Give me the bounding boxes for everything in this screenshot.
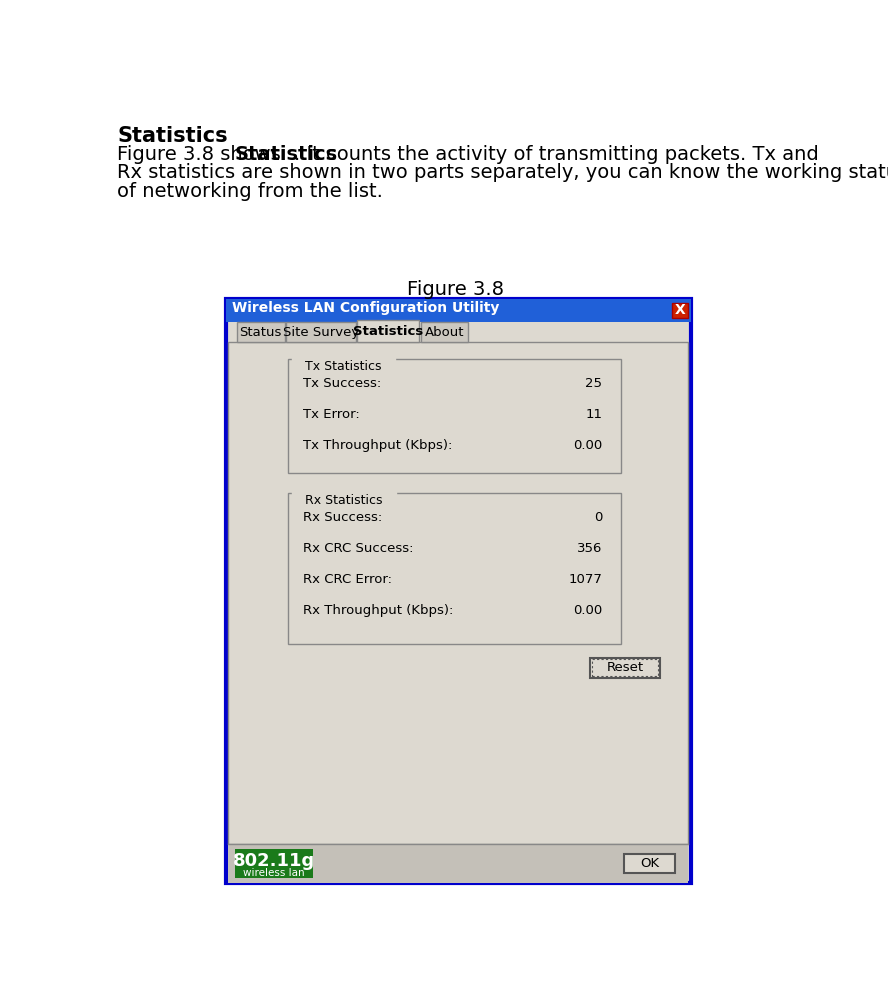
Text: About: About xyxy=(424,327,464,340)
Text: of networking from the list.: of networking from the list. xyxy=(117,181,383,200)
Text: X: X xyxy=(675,304,686,318)
Text: 802.11g: 802.11g xyxy=(233,852,315,870)
Text: 356: 356 xyxy=(577,542,602,555)
Text: Status: Status xyxy=(240,327,281,340)
Bar xyxy=(228,342,688,844)
Text: Statistics: Statistics xyxy=(117,126,228,146)
Text: Reset: Reset xyxy=(607,661,644,674)
Text: wireless lan: wireless lan xyxy=(243,869,305,879)
Bar xyxy=(286,322,356,342)
Bar xyxy=(358,320,419,342)
Text: Rx statistics are shown in two parts separately, you can know the working status: Rx statistics are shown in two parts sep… xyxy=(117,163,888,182)
Bar xyxy=(591,659,658,676)
Text: Rx Statistics: Rx Statistics xyxy=(297,494,391,507)
Text: 11: 11 xyxy=(585,408,602,421)
Text: Rx Success:: Rx Success: xyxy=(303,511,383,524)
Text: Rx CRC Error:: Rx CRC Error: xyxy=(303,573,392,586)
Bar xyxy=(672,303,687,318)
Text: . It counts the activity of transmitting packets. Tx and: . It counts the activity of transmitting… xyxy=(294,145,819,164)
Text: Tx Error:: Tx Error: xyxy=(303,408,360,421)
Bar xyxy=(288,359,621,473)
Text: Tx Throughput (Kbps):: Tx Throughput (Kbps): xyxy=(303,439,453,452)
Text: 25: 25 xyxy=(585,378,602,391)
Bar xyxy=(236,322,284,342)
Bar xyxy=(228,844,688,883)
Text: Figure 3.8 shows: Figure 3.8 shows xyxy=(117,145,287,164)
Text: 0.00: 0.00 xyxy=(573,439,602,452)
Text: Tx Statistics: Tx Statistics xyxy=(297,360,390,373)
Text: Rx CRC Success:: Rx CRC Success: xyxy=(303,542,414,555)
Text: Statistics: Statistics xyxy=(353,325,424,338)
Text: Statistics: Statistics xyxy=(235,145,338,164)
Bar xyxy=(226,299,691,322)
Text: 0.00: 0.00 xyxy=(573,604,602,617)
Text: Tx Success:: Tx Success: xyxy=(303,378,382,391)
Bar xyxy=(590,657,660,677)
Text: OK: OK xyxy=(640,857,659,870)
Bar xyxy=(624,854,675,873)
Bar xyxy=(288,493,621,644)
Text: Site Survey: Site Survey xyxy=(283,327,359,340)
Text: Rx Throughput (Kbps):: Rx Throughput (Kbps): xyxy=(303,604,454,617)
Bar xyxy=(226,299,691,883)
Bar xyxy=(421,322,467,342)
Text: Figure 3.8: Figure 3.8 xyxy=(407,281,503,300)
Bar xyxy=(235,849,313,878)
Text: Wireless LAN Configuration Utility: Wireless LAN Configuration Utility xyxy=(232,302,499,316)
Text: 0: 0 xyxy=(594,511,602,524)
Text: 1077: 1077 xyxy=(568,573,602,586)
